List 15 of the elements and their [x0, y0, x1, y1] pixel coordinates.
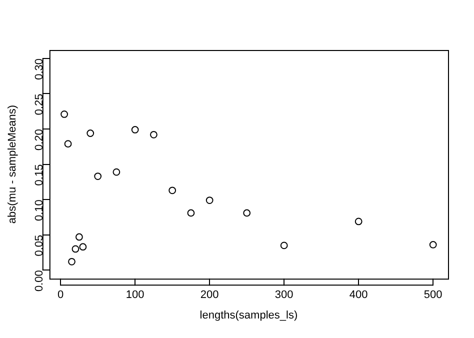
- x-tick-label: 100: [126, 289, 144, 302]
- y-tick-label: 0.25: [33, 94, 46, 116]
- y-tick-label: 0.00: [33, 270, 46, 292]
- y-tick-label: 0.20: [33, 129, 46, 150]
- x-tick-label: 300: [274, 289, 294, 302]
- y-tick-label: 0.30: [33, 58, 46, 80]
- y-axis-title: abs(mu - sampleMeans): [6, 105, 19, 224]
- x-tick-label: 200: [200, 289, 219, 302]
- y-tick-label: 0.15: [33, 164, 46, 186]
- y-tick-label: 0.05: [33, 234, 46, 256]
- y-tick-label: 0.10: [33, 200, 46, 221]
- x-tick-label: 400: [349, 289, 368, 302]
- x-tick-label: 0: [58, 289, 64, 302]
- x-tick-label: 500: [424, 289, 442, 302]
- x-axis-title: lengths(samples_ls): [200, 309, 298, 322]
